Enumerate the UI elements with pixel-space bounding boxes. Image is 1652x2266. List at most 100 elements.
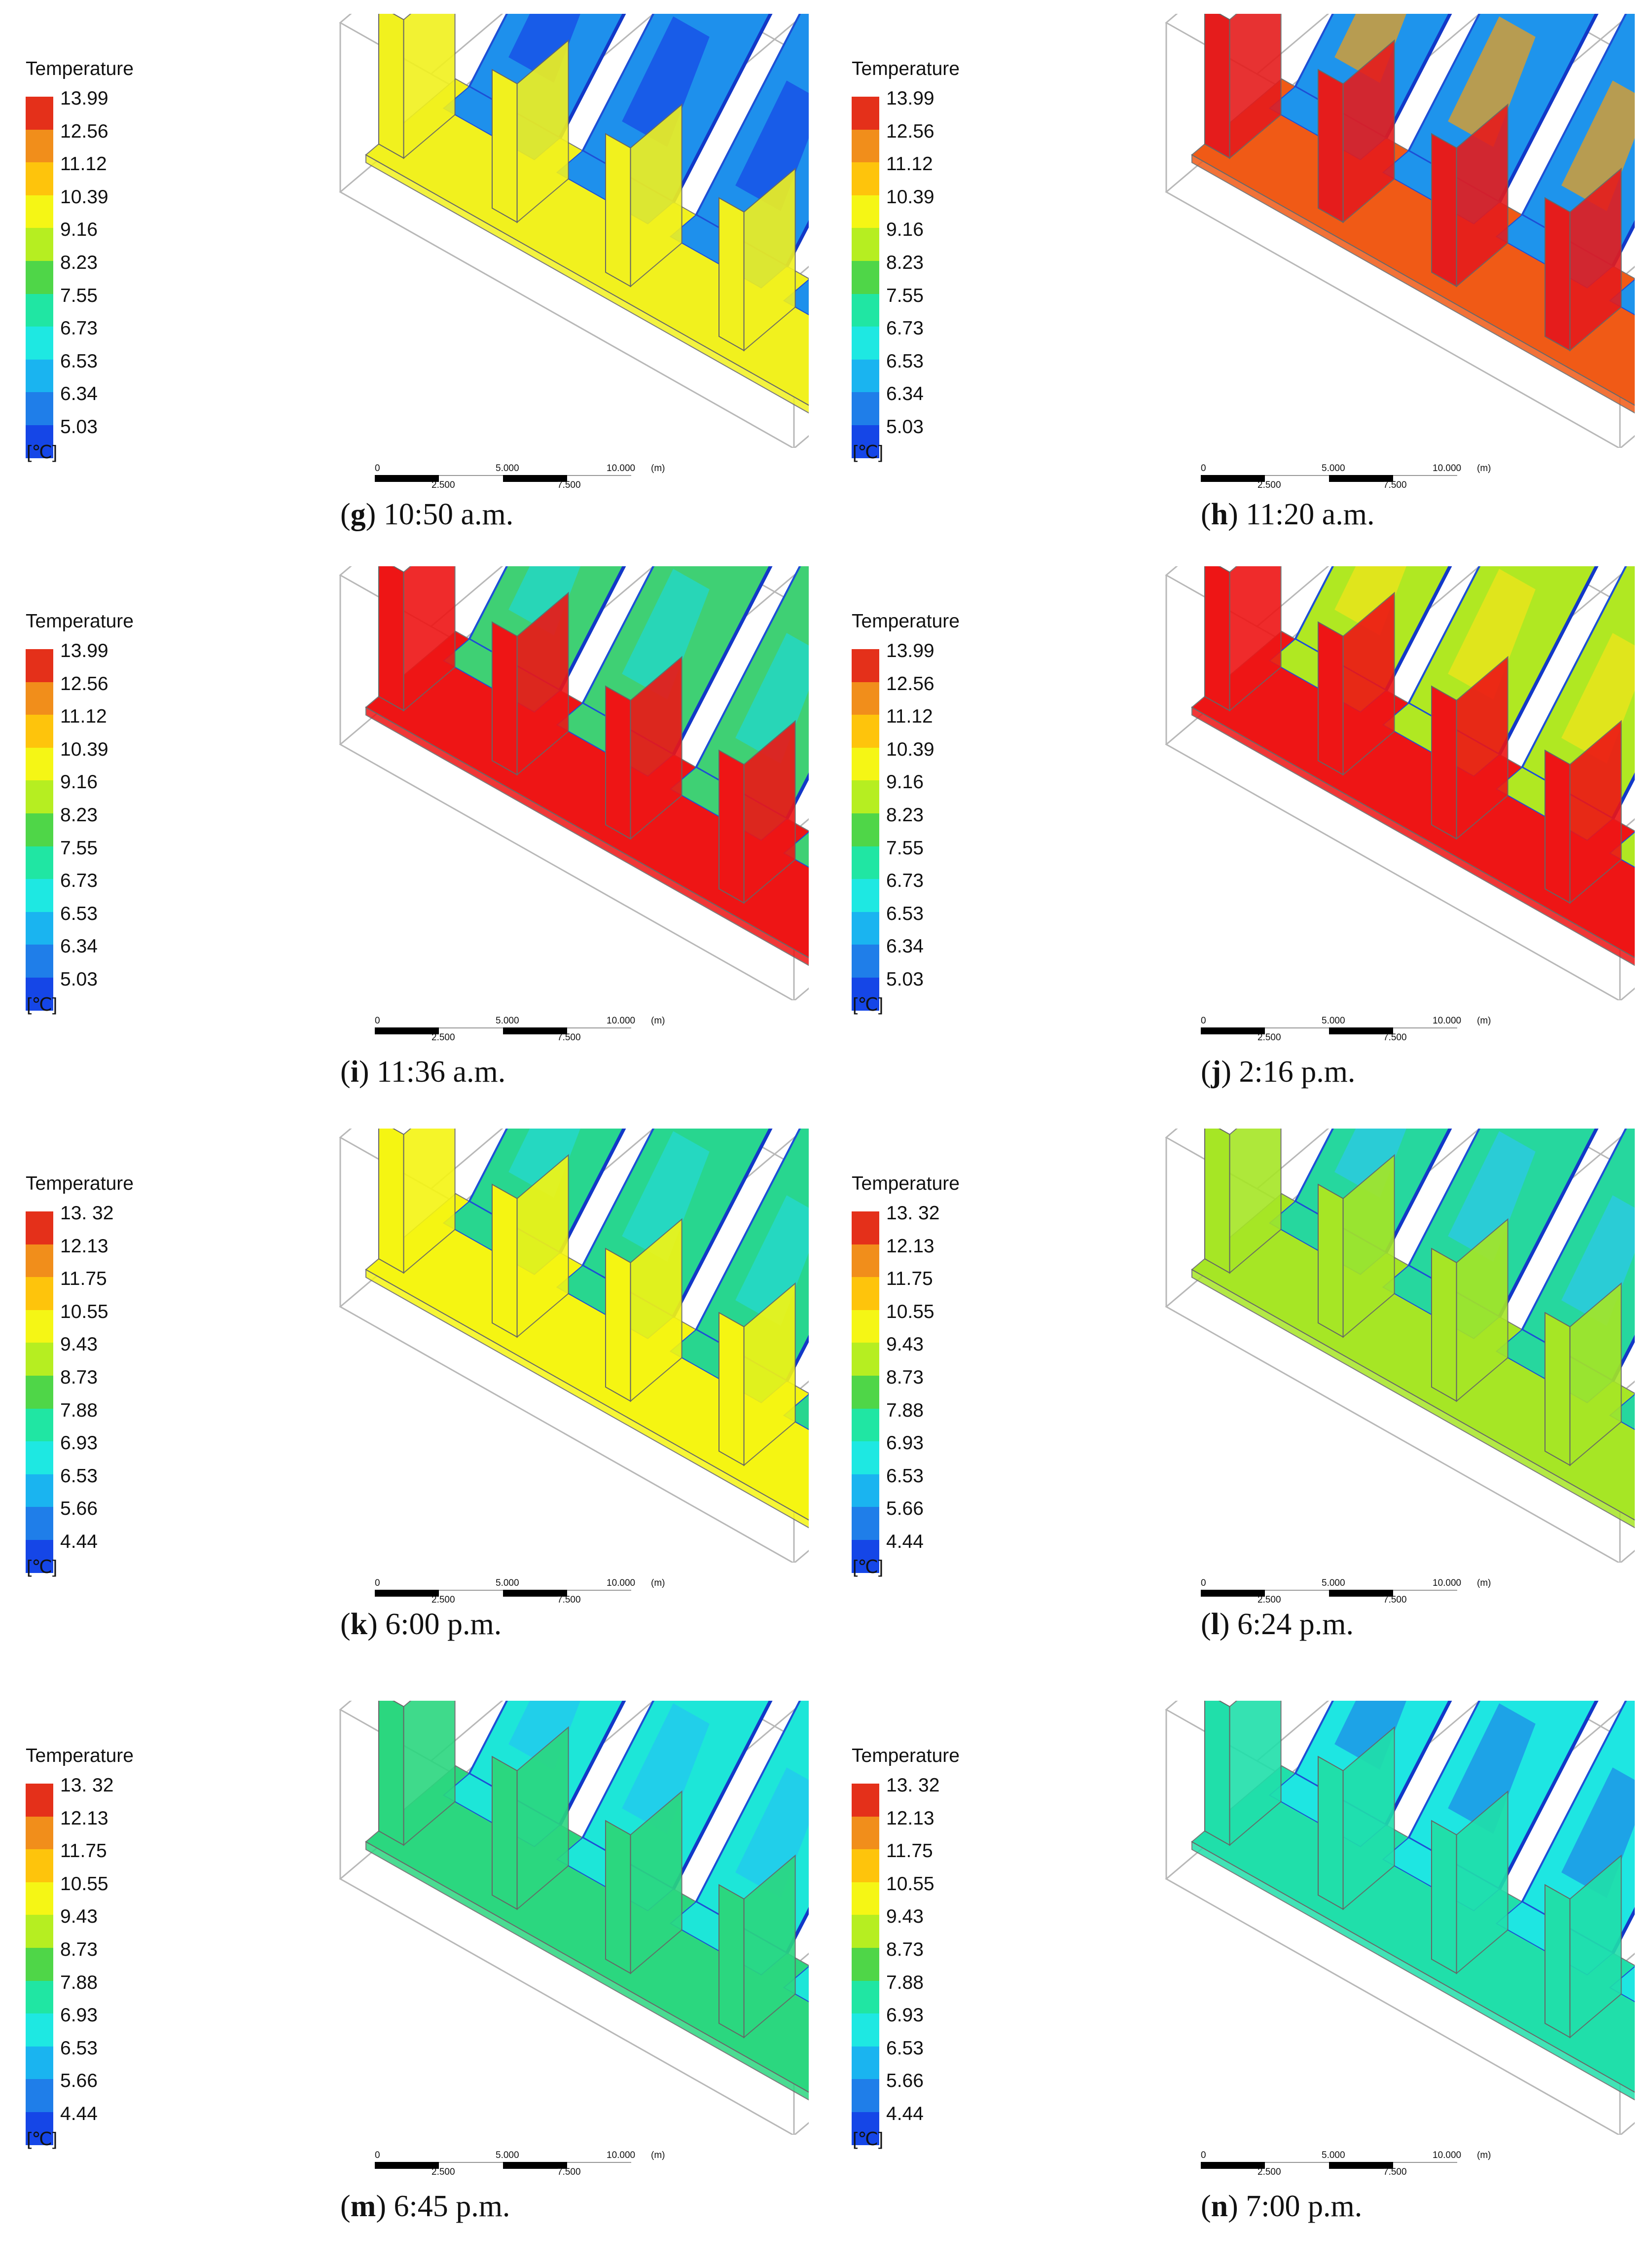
legend-swatch — [852, 1539, 879, 1573]
partition-panel — [605, 133, 631, 288]
legend-swatch — [852, 977, 879, 1011]
legend-value: 6.53 — [886, 903, 924, 924]
legend-swatch — [26, 1375, 53, 1409]
partition-panel — [378, 566, 404, 712]
temperature-patch — [1448, 1703, 1536, 1834]
legend-swatch — [26, 1310, 53, 1343]
scale-segment — [1265, 2162, 1329, 2170]
temperature-patch — [508, 566, 580, 635]
partition-panel — [718, 1312, 745, 1466]
legend-value: 6.53 — [60, 1465, 98, 1487]
legend-value: 9.43 — [886, 1334, 924, 1355]
scale-segment — [439, 1590, 503, 1598]
caption-letter: i — [350, 1055, 359, 1089]
scale-label: 2.500 — [1257, 480, 1281, 490]
partition-panel — [492, 621, 518, 776]
scale-bar: 0 5.000 10.000 (m) 2.500 7.500 — [375, 2150, 700, 2183]
legend-value: 6.73 — [60, 870, 98, 892]
scale-bar: 0 5.000 10.000 (m) 2.500 7.500 — [1201, 1578, 1526, 1610]
legend-swatch — [26, 1882, 53, 1915]
legend-swatch — [852, 1441, 879, 1474]
legend-swatch — [26, 945, 53, 978]
caption-letter: k — [350, 1608, 368, 1641]
legend-swatch — [852, 846, 879, 879]
legend-swatch — [852, 260, 879, 294]
legend-swatch — [852, 293, 879, 327]
legend-swatch — [852, 1244, 879, 1278]
legend-swatch — [852, 2013, 879, 2047]
partition-side — [1342, 1726, 1395, 1910]
panel-caption: (n) 7:00 p.m. — [1201, 2190, 1363, 2223]
temperature-patch — [1334, 1701, 1406, 1770]
scale-segment — [567, 1027, 631, 1035]
legend-unit: [℃] — [27, 994, 58, 1015]
scale-segment — [1329, 2162, 1393, 2169]
partition-panel — [1544, 197, 1571, 352]
scale-label: 5.000 — [1322, 463, 1345, 474]
scale-label: (m) — [651, 1016, 665, 1026]
partition-side — [1229, 1129, 1282, 1274]
partition-panel — [718, 197, 745, 352]
scale-segment — [375, 1590, 439, 1597]
legend-unit: [℃] — [27, 2129, 58, 2149]
scale-label: 0 — [1201, 2150, 1206, 2160]
legend-value: 5.03 — [60, 969, 98, 990]
scale-segment — [1329, 475, 1393, 482]
building-contour-model — [339, 14, 809, 448]
panel-caption: (k) 6:00 p.m. — [340, 1608, 502, 1641]
scale-label: 5.000 — [1322, 1016, 1345, 1026]
legend-swatch — [852, 1980, 879, 2014]
scale-label: 5.000 — [496, 1578, 519, 1588]
partition-panel — [492, 69, 518, 223]
legend-swatch — [26, 1474, 53, 1507]
partition-side — [630, 1218, 682, 1402]
legend-swatch — [26, 1947, 53, 1981]
legend-value: 6.93 — [60, 1432, 98, 1454]
legend-swatch — [852, 1277, 879, 1310]
legend-swatch — [852, 162, 879, 195]
scale-segment — [503, 1590, 567, 1597]
scale-label: (m) — [1477, 1578, 1491, 1588]
legend-swatch — [26, 2046, 53, 2080]
wall-edge — [558, 14, 626, 139]
legend-value: 6.53 — [886, 350, 924, 372]
wall-edge — [1384, 1701, 1452, 1826]
partition-panel — [1318, 621, 1344, 776]
legend-swatch — [852, 1849, 879, 1882]
scale-label: 2.500 — [1257, 1032, 1281, 1043]
temperature-patch — [508, 14, 580, 83]
floor-slab-edge — [365, 154, 809, 414]
scale-segment — [503, 475, 567, 482]
partition-panel — [1544, 1312, 1571, 1466]
legend-value: 11.12 — [60, 706, 107, 728]
scale-segment — [439, 475, 503, 483]
legend-value: 7.55 — [60, 285, 98, 306]
legend-swatch — [852, 682, 879, 715]
partition-side — [630, 103, 682, 288]
scale-label: (m) — [651, 463, 665, 474]
scale-label: 7.500 — [1383, 2167, 1407, 2177]
scale-segment — [1393, 1590, 1457, 1598]
legend-value: 6.53 — [60, 2037, 98, 2059]
scale-label: 10.000 — [607, 1016, 636, 1026]
caption-time: 6:00 p.m. — [385, 1608, 502, 1641]
legend-value: 7.55 — [886, 285, 924, 306]
legend-title: Temperature — [26, 1173, 134, 1194]
scale-label: 0 — [375, 463, 380, 474]
legend-swatch — [852, 1507, 879, 1540]
scale-segment — [1393, 2162, 1457, 2170]
scale-segment — [1201, 1027, 1265, 1034]
legend-value: 8.73 — [60, 1939, 98, 1960]
temperature-patch — [1334, 14, 1406, 83]
scale-label: 7.500 — [1383, 480, 1407, 490]
legend-swatch — [26, 977, 53, 1011]
wall-edge — [1384, 566, 1452, 692]
scale-segment — [1201, 475, 1265, 482]
legend-value: 4.44 — [60, 1531, 98, 1552]
partition-panel — [378, 14, 404, 159]
legend-swatch — [26, 359, 53, 393]
wall-edge — [558, 1701, 626, 1826]
temperature-patch — [622, 16, 710, 147]
partition-panel — [1544, 1884, 1571, 2039]
legend-value: 6.73 — [886, 318, 924, 339]
